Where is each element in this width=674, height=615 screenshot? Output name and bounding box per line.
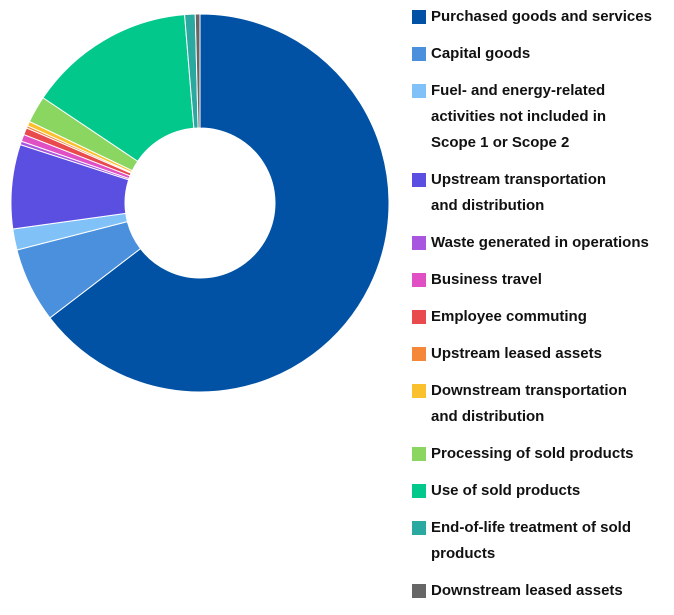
legend-item[interactable]: Purchased goods and services [412, 4, 674, 30]
legend-label: Business travel [431, 271, 542, 288]
legend-item[interactable]: Waste generated in operations [412, 230, 674, 256]
legend-swatch [412, 521, 426, 535]
legend-swatch [412, 310, 426, 324]
legend-label: Downstream transportation and distributi… [431, 382, 627, 425]
legend-item[interactable]: Employee commuting [412, 304, 674, 330]
legend-item[interactable]: Upstream leased assets [412, 341, 674, 367]
donut-chart [10, 13, 390, 393]
legend-item[interactable]: Business travel [412, 267, 674, 293]
legend-swatch [412, 84, 426, 98]
legend-swatch [412, 10, 426, 24]
legend-label: Fuel- and energy-related activities not … [431, 82, 607, 151]
legend-label: Upstream transportation and distribution [431, 171, 607, 214]
legend-label: Use of sold products [431, 482, 581, 499]
legend-swatch [412, 47, 426, 61]
legend-label: Employee commuting [431, 308, 587, 325]
legend-swatch [412, 273, 426, 287]
legend-swatch [412, 347, 426, 361]
legend-swatch [412, 447, 426, 461]
legend-label: Downstream leased assets [431, 582, 623, 599]
legend-swatch [412, 584, 426, 598]
legend-label: Purchased goods and services [431, 8, 652, 25]
legend-item[interactable]: Fuel- and energy-related activities not … [412, 78, 674, 156]
legend-item[interactable]: Upstream transportation and distribution [412, 167, 674, 219]
legend-item[interactable]: Use of sold products [412, 478, 674, 504]
slice-0[interactable] [49, 13, 390, 393]
legend-label: Processing of sold products [431, 445, 634, 462]
legend-label: Upstream leased assets [431, 345, 602, 362]
slice-10[interactable] [42, 14, 195, 162]
slice-12[interactable] [194, 13, 201, 129]
legend: Purchased goods and services Capital good… [412, 4, 674, 615]
legend-item[interactable]: Downstream leased assets [412, 578, 674, 604]
legend-swatch [412, 384, 426, 398]
legend-label: Waste generated in operations [431, 234, 649, 251]
legend-label: End-of-life treatment of sold products [431, 519, 631, 562]
legend-label: Capital goods [431, 45, 531, 62]
legend-item[interactable]: End-of-life treatment of sold products [412, 515, 674, 567]
legend-item[interactable]: Capital goods [412, 41, 674, 67]
legend-swatch [412, 236, 426, 250]
legend-item[interactable]: Processing of sold products [412, 441, 674, 467]
legend-swatch [412, 484, 426, 498]
legend-item[interactable]: Downstream transportation and distributi… [412, 378, 674, 430]
legend-swatch [412, 173, 426, 187]
